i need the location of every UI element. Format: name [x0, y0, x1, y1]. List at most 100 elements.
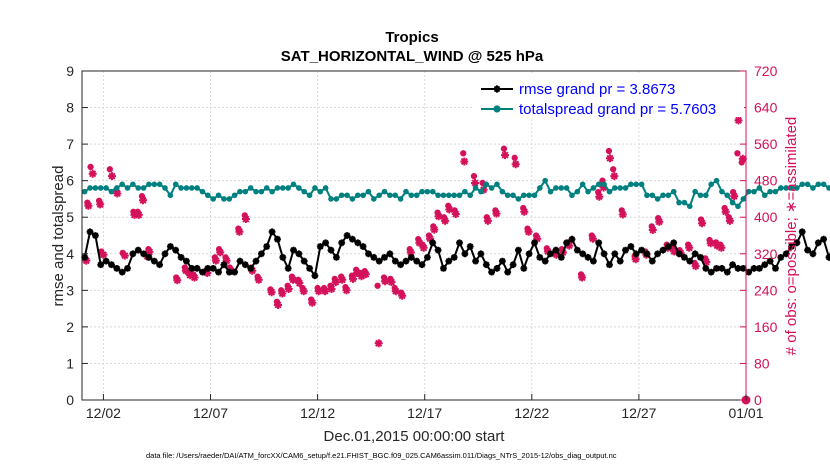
obs-assimilated-point — [738, 154, 747, 163]
totalspread-point — [424, 188, 431, 195]
obs-assimilated-point — [606, 154, 614, 163]
obs-assimilated-point — [698, 219, 707, 228]
obs-assimilated-point — [706, 239, 715, 248]
obs-assimilated-point — [520, 207, 529, 216]
obs-possible-point-inner — [388, 276, 393, 282]
obs-possible-point-inner — [692, 260, 697, 266]
totalspread-point — [692, 188, 698, 195]
obs-assimilated-point — [479, 185, 488, 194]
rmse-point-star — [375, 257, 383, 265]
obs-possible-point-inner — [278, 288, 284, 293]
rmse-point-star — [466, 243, 474, 250]
legend-totalspread-marker — [493, 105, 501, 113]
y-tick-label: 8 — [66, 100, 74, 116]
rmse-point-star — [782, 250, 790, 258]
obs-possible-point-inner — [595, 189, 601, 195]
rmse-point-star — [225, 268, 233, 276]
totalspread-point — [290, 181, 297, 188]
totalspread-point — [676, 199, 682, 206]
obs-assimilated-point — [483, 216, 492, 225]
rmse-point-star — [691, 250, 699, 258]
obs-assimilated-point — [241, 215, 250, 223]
obs-assimilated-point — [222, 256, 231, 265]
totalspread-point — [306, 192, 313, 199]
obs-assimilated-point — [216, 248, 225, 257]
rmse-point-star — [349, 235, 356, 243]
totalspread-point — [681, 199, 688, 206]
y-tick-label: 7 — [66, 136, 74, 152]
obs-assimilated-point — [415, 238, 424, 247]
rmse-point-star — [547, 250, 554, 258]
rmse-point-star — [509, 261, 517, 269]
totalspread-point — [740, 196, 747, 202]
obs-possible-point-inner — [739, 160, 745, 165]
obs-assimilated-point — [721, 207, 730, 216]
obs-assimilated-point — [691, 262, 700, 271]
totalspread-point — [151, 181, 158, 188]
rmse-point-star — [515, 246, 522, 254]
obs-possible-point — [511, 154, 518, 161]
totalspread-line — [84, 178, 830, 208]
totalspread-point — [654, 196, 661, 202]
totalspread-point — [488, 185, 495, 191]
totalspread-point — [87, 185, 93, 191]
totalspread-point — [183, 185, 190, 191]
totalspread-point — [756, 185, 763, 191]
totalspread-point — [231, 192, 238, 199]
obs-possible-point-inner — [332, 276, 338, 282]
obs-possible-point-inner — [544, 245, 550, 251]
totalspread-point — [119, 181, 125, 188]
obs-possible-point-inner — [501, 146, 507, 151]
totalspread-point — [403, 188, 409, 195]
obs-assimilated-point — [387, 278, 396, 287]
totalspread-point — [767, 188, 773, 195]
obs-possible-point-inner — [268, 287, 273, 292]
obs-assimilated-point — [578, 273, 587, 282]
rmse-point-star — [450, 254, 458, 261]
totalspread-point — [446, 192, 452, 199]
left-axis: 0 1 2 3 4 5 6 7 8 9 — [66, 63, 88, 408]
totalspread-point — [601, 181, 607, 188]
y2-tick-label: 160 — [754, 319, 778, 335]
obs-assimilated-point — [391, 287, 400, 296]
totalspread-point — [708, 181, 714, 188]
obs-assimilated-point — [419, 243, 428, 252]
obs-assimilated-point — [501, 151, 509, 160]
totalspread-point — [788, 185, 795, 191]
obs-assimilated-point — [610, 172, 619, 181]
totalspread-point — [312, 185, 318, 191]
totalspread-point — [167, 192, 174, 199]
rmse-point-star — [761, 261, 769, 269]
obs-possible-point-inner — [392, 285, 398, 291]
rmse-point-star — [263, 243, 271, 250]
obs-assimilated-point — [308, 298, 317, 307]
obs-assimilated-point — [314, 287, 323, 296]
totalspread-point — [531, 192, 538, 199]
totalspread-point — [622, 185, 629, 191]
obs-possible-point-inner — [735, 150, 740, 156]
totalspread-point — [135, 185, 142, 191]
rmse-point-star — [124, 265, 131, 272]
totalspread-point — [440, 192, 447, 199]
y-tick-label: 1 — [66, 355, 74, 371]
rmse-point-star — [756, 265, 763, 272]
obs-possible-point-inner — [655, 215, 661, 221]
obs-assimilated-point — [357, 272, 366, 281]
obs-assimilated-point — [361, 270, 370, 279]
totalspread-point — [381, 188, 388, 195]
rmse-point-star — [199, 268, 206, 276]
rmse-point-star — [268, 228, 276, 236]
y2-tick-label: 720 — [754, 63, 778, 79]
totalspread-point — [504, 192, 511, 199]
totalspread-point — [553, 185, 559, 191]
totalspread-point — [92, 185, 99, 191]
obs-assimilated-point — [381, 277, 390, 286]
y2-tick-label: 80 — [754, 355, 770, 371]
obs-assimilated-point — [331, 278, 340, 287]
y-tick-label: 6 — [66, 173, 74, 189]
x-tick-label: 01/01 — [728, 405, 763, 421]
obs-possible-point-inner — [703, 256, 708, 261]
rmse-point-star — [274, 235, 281, 243]
totalspread-point — [590, 185, 597, 191]
rmse-point-star — [616, 257, 624, 265]
